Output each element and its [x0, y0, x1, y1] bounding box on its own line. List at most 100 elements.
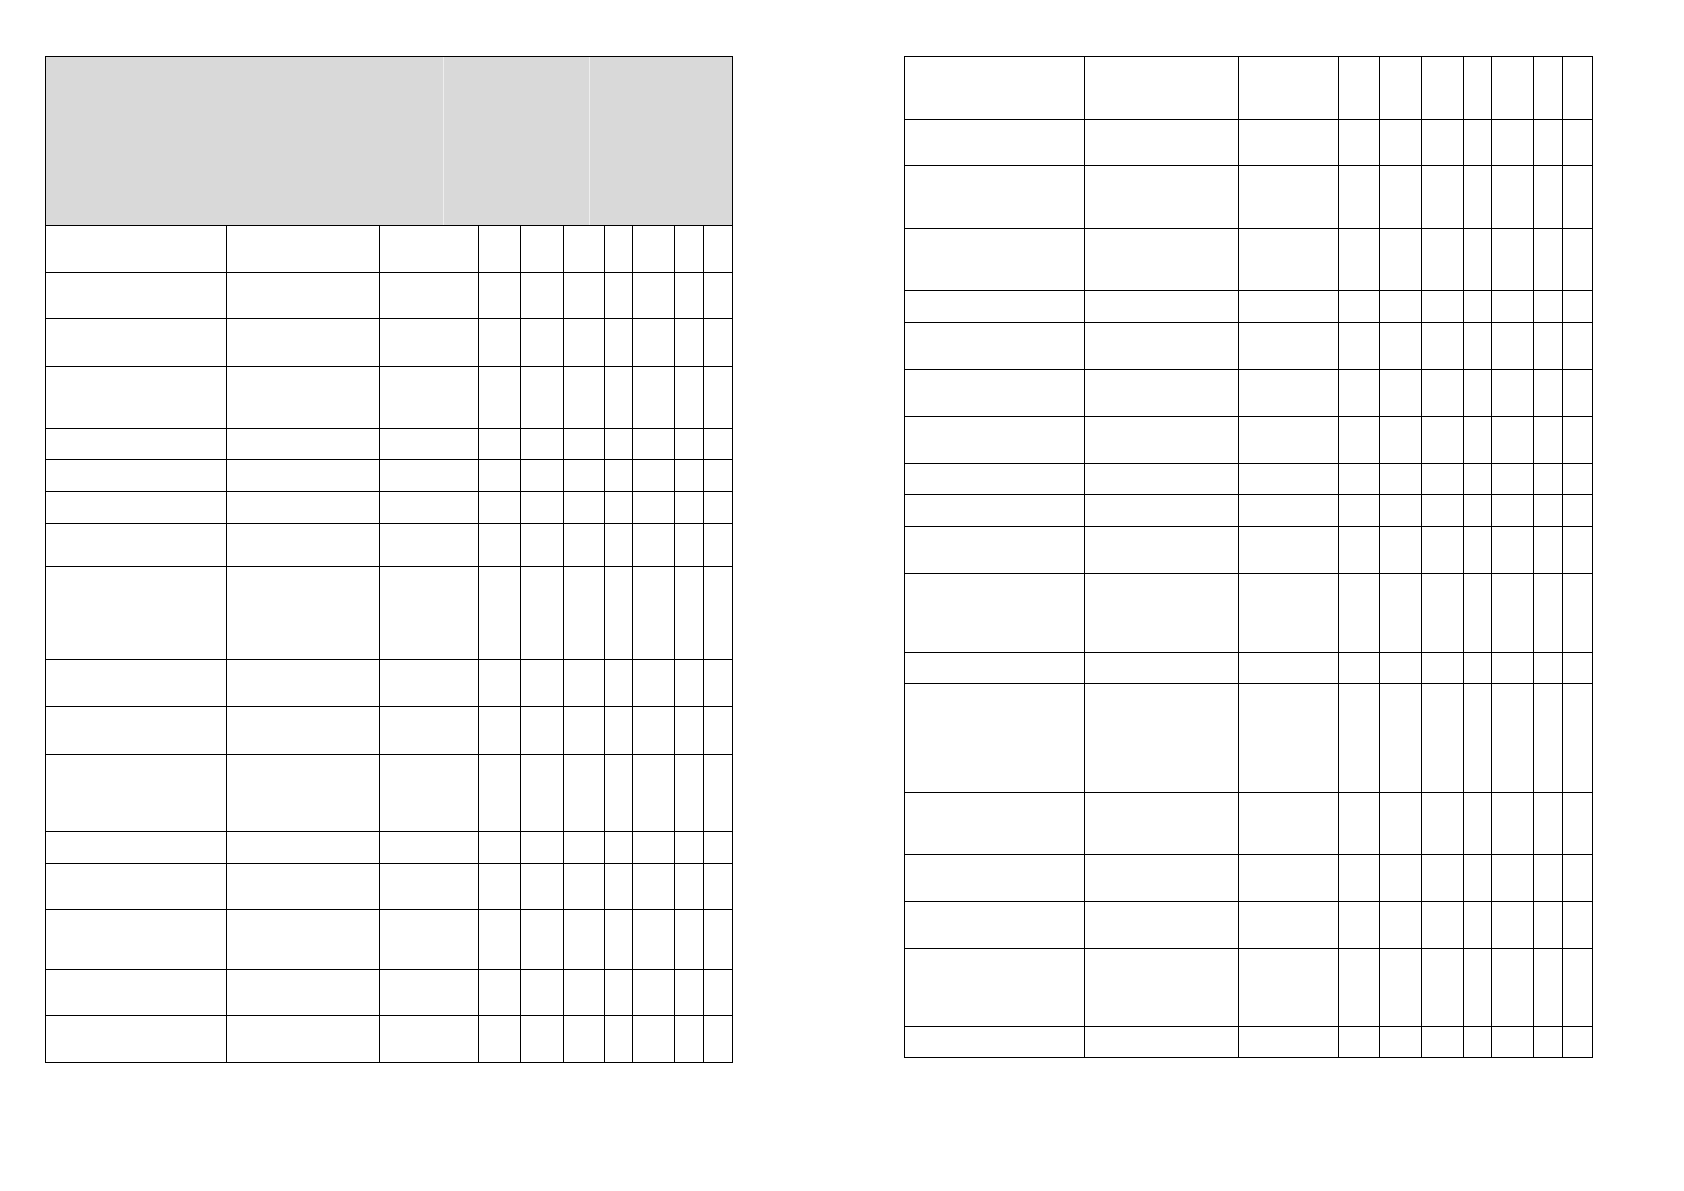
- table-cell: [226, 969, 380, 1016]
- table-cell: [1338, 228, 1380, 291]
- table-cell: [1533, 290, 1563, 323]
- table-cell: [226, 366, 380, 429]
- table-cell: [1562, 322, 1593, 370]
- table-cell: [674, 491, 704, 524]
- table-cell: [379, 754, 479, 832]
- table-cell: [520, 491, 564, 524]
- table-cell: [563, 863, 605, 910]
- table-cell: [379, 1015, 479, 1063]
- table-cell: [1533, 369, 1563, 417]
- table-cell: [632, 909, 675, 970]
- table-cell: [1463, 165, 1492, 229]
- table-cell: [478, 754, 521, 832]
- table-cell: [520, 366, 564, 429]
- table-cell: [1562, 165, 1593, 229]
- table-cell: [520, 706, 564, 755]
- table-cell: [1238, 1026, 1339, 1058]
- table-cell: [478, 523, 521, 567]
- table-cell: [520, 318, 564, 367]
- table-cell: [674, 969, 704, 1016]
- table-cell: [1491, 494, 1534, 527]
- table-cell: [1562, 463, 1593, 495]
- table-cell: [1533, 165, 1563, 229]
- table-cell: [604, 366, 633, 429]
- table-cell: [1084, 901, 1239, 949]
- table-cell: [904, 854, 1085, 902]
- table-cell: [1463, 854, 1492, 902]
- table-cell: [1238, 228, 1339, 291]
- table-cell: [226, 909, 380, 970]
- table-cell: [379, 272, 479, 319]
- table-cell: [1533, 119, 1563, 166]
- header-cell: [1338, 56, 1380, 120]
- table-cell: [703, 754, 733, 832]
- table-cell: [703, 428, 733, 460]
- table-cell: [478, 366, 521, 429]
- table-cell: [1338, 652, 1380, 684]
- table-cell: [674, 272, 704, 319]
- table-cell: [1379, 792, 1422, 855]
- table-cell: [1491, 854, 1534, 902]
- table-cell: [1533, 526, 1563, 574]
- table-cell: [1562, 416, 1593, 464]
- table-cell: [478, 706, 521, 755]
- table-cell: [1463, 683, 1492, 793]
- table-cell: [1084, 652, 1239, 684]
- table-cell: [674, 566, 704, 660]
- table-cell: [703, 863, 733, 910]
- table-cell: [904, 526, 1085, 574]
- table-cell: [674, 659, 704, 707]
- table-cell: [520, 225, 564, 273]
- table-cell: [1338, 369, 1380, 417]
- header-cell: [1421, 56, 1464, 120]
- table-cell: [520, 969, 564, 1016]
- table-cell: [226, 318, 380, 367]
- table-cell: [632, 969, 675, 1016]
- table-cell: [632, 272, 675, 319]
- table-cell: [1421, 290, 1464, 323]
- table-cell: [1338, 854, 1380, 902]
- header-cell: [674, 56, 704, 226]
- table-cell: [1421, 165, 1464, 229]
- header-cell: [226, 56, 380, 226]
- table-cell: [478, 909, 521, 970]
- table-cell: [604, 831, 633, 864]
- table-cell: [1491, 369, 1534, 417]
- table-cell: [1421, 494, 1464, 527]
- table-cell: [1421, 416, 1464, 464]
- table-cell: [1562, 573, 1593, 653]
- table-cell: [563, 428, 605, 460]
- table-cell: [1491, 165, 1534, 229]
- table-cell: [45, 909, 227, 970]
- header-subdivider: [589, 56, 590, 225]
- table-cell: [1421, 901, 1464, 949]
- table-cell: [1533, 416, 1563, 464]
- table-cell: [1238, 290, 1339, 323]
- table-cell: [1491, 322, 1534, 370]
- table-cell: [1338, 901, 1380, 949]
- table-cell: [1463, 573, 1492, 653]
- table-cell: [1463, 494, 1492, 527]
- table-cell: [1379, 290, 1422, 323]
- table-cell: [604, 491, 633, 524]
- table-cell: [1238, 322, 1339, 370]
- table-cell: [1463, 1026, 1492, 1058]
- table-cell: [1562, 854, 1593, 902]
- table-cell: [1421, 322, 1464, 370]
- table-cell: [1379, 165, 1422, 229]
- table-cell: [379, 225, 479, 273]
- table-cell: [703, 318, 733, 367]
- table-cell: [45, 523, 227, 567]
- table-cell: [904, 463, 1085, 495]
- table-cell: [226, 863, 380, 910]
- table-cell: [1562, 494, 1593, 527]
- table-cell: [703, 523, 733, 567]
- table-cell: [1238, 369, 1339, 417]
- table-cell: [904, 1026, 1085, 1058]
- table-cell: [1562, 792, 1593, 855]
- table-cell: [1084, 948, 1239, 1027]
- table-cell: [520, 659, 564, 707]
- table-cell: [604, 225, 633, 273]
- table-cell: [226, 459, 380, 492]
- table-cell: [379, 523, 479, 567]
